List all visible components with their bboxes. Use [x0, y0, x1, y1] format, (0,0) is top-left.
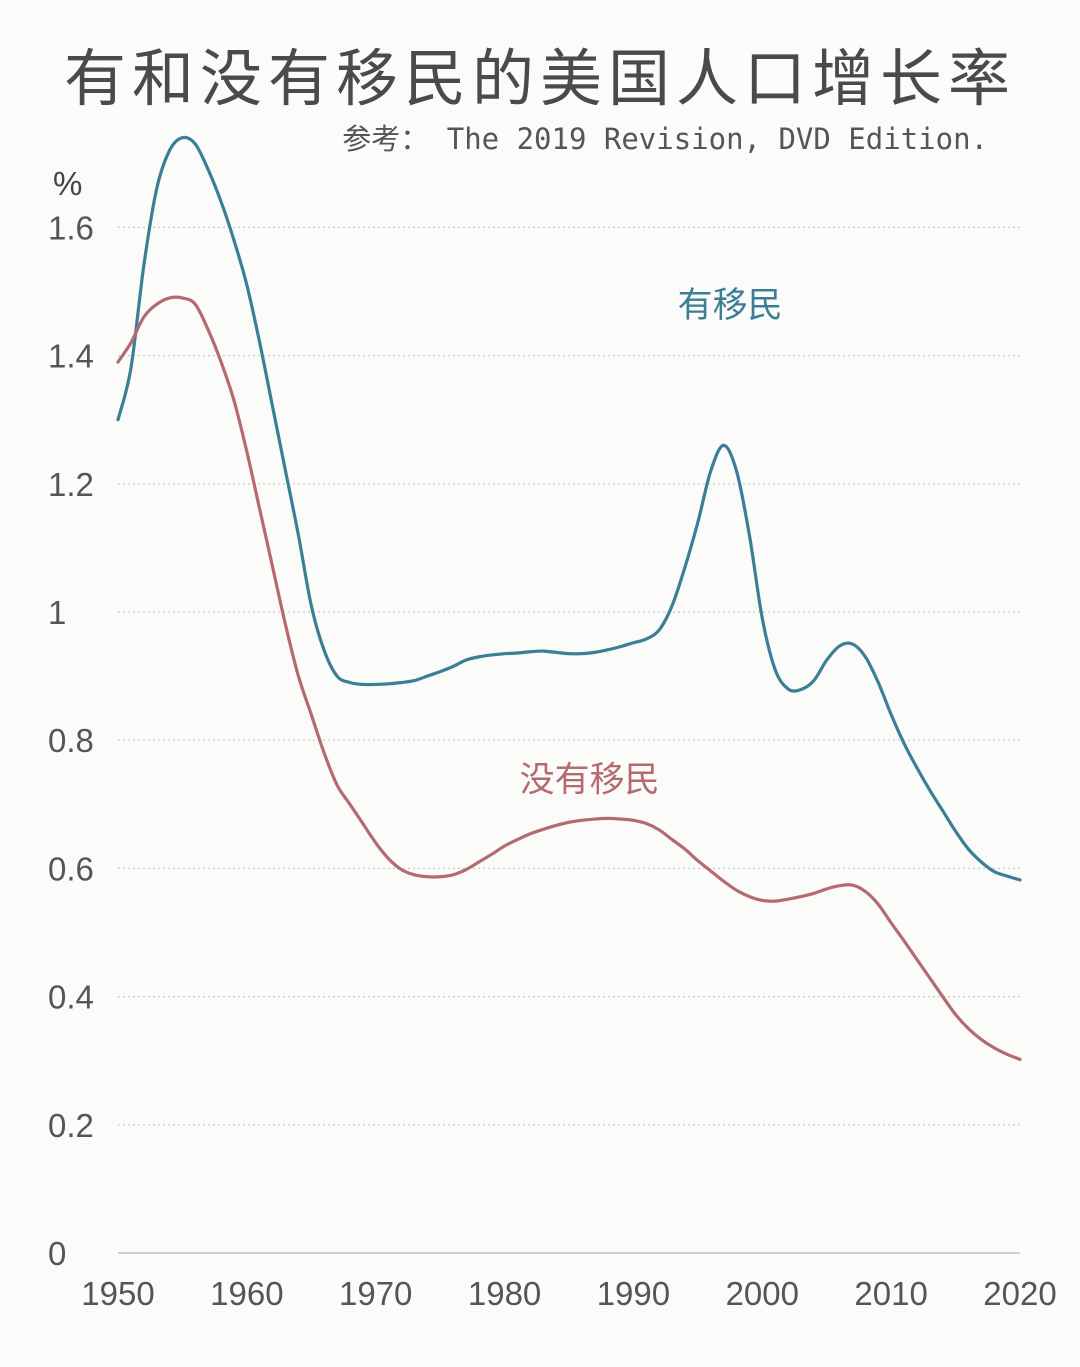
chart-source-subtitle: 参考： The 2019 Revision, DVD Edition.	[342, 122, 988, 156]
y-tick-label: 0.8	[48, 722, 94, 759]
series-label-without-immigration: 没有移民	[520, 760, 660, 800]
x-tick-label: 1960	[210, 1275, 283, 1312]
x-tick-label: 1980	[468, 1275, 541, 1312]
series-label-with-immigration: 有移民	[678, 286, 783, 326]
series-line-with-immigration	[116, 135, 1022, 882]
series-line-without-immigration	[116, 295, 1022, 1062]
x-tick-label: 2000	[726, 1275, 799, 1312]
y-tick-label: 0.4	[48, 979, 94, 1016]
y-tick-label: 1.6	[48, 209, 94, 246]
y-tick-label: 1.4	[48, 338, 94, 375]
x-tick-label: 2010	[854, 1275, 927, 1312]
grid-lines	[118, 226, 1020, 1126]
x-tick-label: 1990	[597, 1275, 670, 1312]
y-axis-unit-label: %	[53, 165, 82, 202]
axes: 0 0.2 0.4 0.6 0.8 1 1.2 1.4 1.6 1950 1960 1970 1980 1…	[48, 165, 1057, 1312]
x-tick-label: 1950	[81, 1275, 154, 1312]
x-tick-label: 2020	[983, 1275, 1056, 1312]
x-tick-label: 1970	[339, 1275, 412, 1312]
y-tick-label: 1.2	[48, 466, 94, 503]
page-title: 有和没有移民的美国人口增长率	[63, 42, 1016, 115]
y-tick-label: 0.2	[48, 1107, 94, 1144]
y-tick-label: 0	[48, 1235, 66, 1272]
y-tick-label: 1	[48, 594, 66, 631]
series-lines	[116, 135, 1022, 1062]
y-tick-label: 0.6	[48, 850, 94, 887]
